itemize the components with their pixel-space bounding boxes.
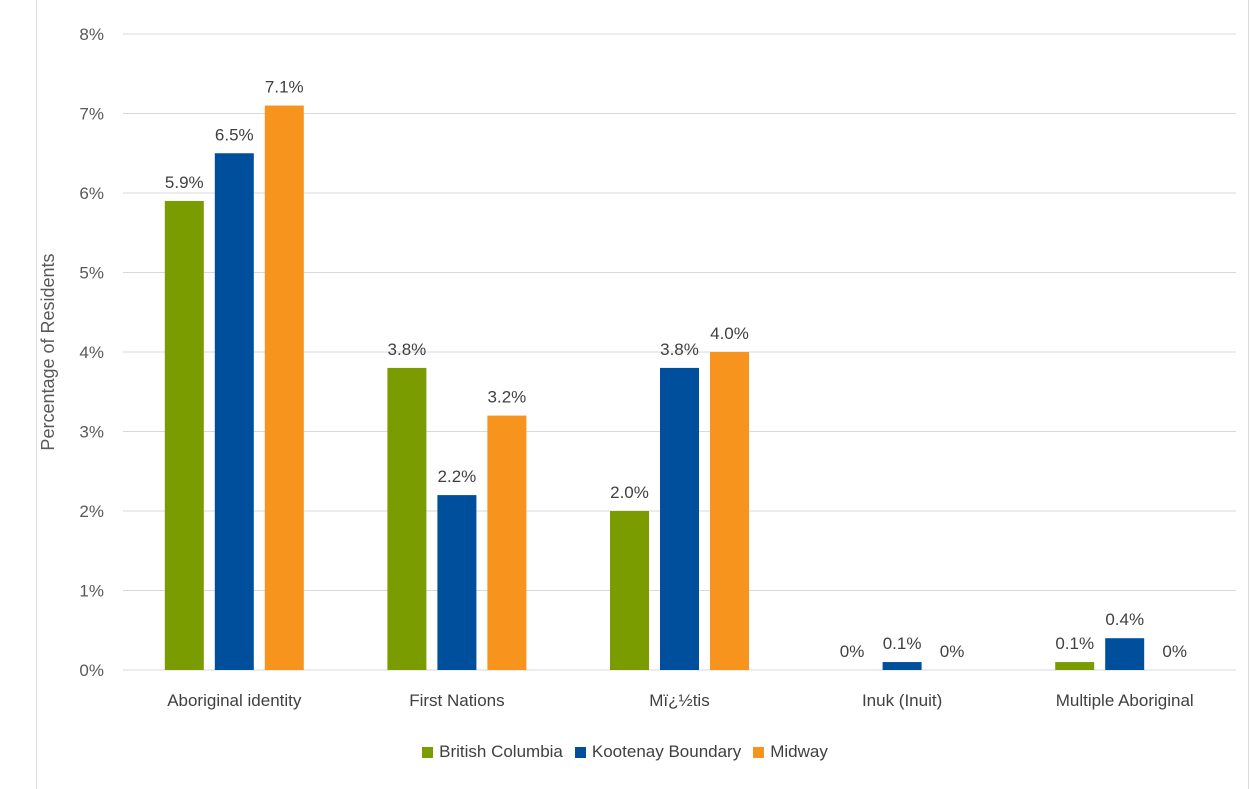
- bar-kootenay-boundary: [882, 662, 922, 670]
- bar-kootenay-boundary: [1105, 638, 1145, 670]
- bar-kootenay-boundary: [214, 153, 254, 670]
- legend-label: Midway: [770, 742, 828, 761]
- data-label: 4.0%: [710, 324, 749, 343]
- legend-swatch: [574, 746, 586, 758]
- bar-british-columbia: [1055, 662, 1095, 670]
- data-labels: 5.9% 6.5% 7.1% 3.8% 2.2% 3.2% 2.0% 3.8% 4.0% 0% 0.…: [165, 78, 1187, 661]
- data-label: 6.5%: [215, 125, 254, 144]
- legend-item: Kootenay Boundary: [574, 742, 742, 762]
- bar-kootenay-boundary: [660, 367, 699, 670]
- y-axis-label: Percentage of Residents: [38, 253, 58, 450]
- chart-border: [36, 0, 1249, 789]
- x-tick-label: First Nations: [409, 691, 504, 710]
- data-label: 3.8%: [660, 340, 699, 359]
- y-tick-labels: 0% 1% 2% 3% 4% 5% 6% 7% 8%: [79, 25, 104, 680]
- legend: British Columbia Kootenay Boundary Midway: [0, 742, 1250, 763]
- data-label: 5.9%: [165, 173, 204, 192]
- legend-item: Midway: [753, 742, 828, 762]
- legend-label: Kootenay Boundary: [591, 742, 742, 761]
- bar-british-columbia: [164, 200, 204, 670]
- bar-kootenay-boundary: [437, 495, 477, 670]
- bar-british-columbia: [387, 367, 427, 670]
- legend-swatch: [753, 746, 765, 758]
- x-tick-label: Aboriginal identity: [167, 691, 302, 710]
- data-label: 0%: [1162, 642, 1187, 661]
- data-label: 0.1%: [1055, 634, 1094, 653]
- legend-swatch: [422, 746, 434, 758]
- data-label: 3.8%: [388, 340, 427, 359]
- y-tick-label: 2%: [79, 502, 104, 521]
- data-label: 0%: [840, 642, 865, 661]
- legend-item: British Columbia: [422, 742, 563, 762]
- y-tick-label: 6%: [79, 184, 104, 203]
- x-tick-label: Mï¿½tis: [649, 691, 709, 710]
- x-tick-labels: Aboriginal identity First Nations Mï¿½tis I…: [167, 691, 1193, 710]
- data-label: 2.0%: [610, 483, 649, 502]
- y-tick-label: 8%: [79, 25, 104, 44]
- legend-label: British Columbia: [439, 742, 563, 761]
- y-tick-label: 0%: [79, 661, 104, 680]
- x-tick-label: Multiple Aboriginal: [1056, 691, 1194, 710]
- data-label: 0.1%: [883, 634, 922, 653]
- bar-midway: [487, 415, 527, 670]
- y-tick-label: 7%: [79, 105, 104, 124]
- y-tick-label: 5%: [79, 264, 104, 283]
- bar-midway: [264, 105, 304, 671]
- y-tick-label: 3%: [79, 423, 104, 442]
- y-tick-label: 1%: [79, 582, 104, 601]
- data-label: 7.1%: [265, 78, 304, 97]
- data-label: 0%: [940, 642, 965, 661]
- data-label: 3.2%: [488, 388, 527, 407]
- bar-british-columbia: [610, 511, 649, 670]
- bars: [164, 105, 1145, 671]
- data-label: 0.4%: [1105, 610, 1144, 629]
- data-label: 2.2%: [438, 467, 477, 486]
- x-tick-label: Inuk (Inuit): [862, 691, 942, 710]
- y-tick-label: 4%: [79, 343, 104, 362]
- bar-midway: [710, 352, 749, 670]
